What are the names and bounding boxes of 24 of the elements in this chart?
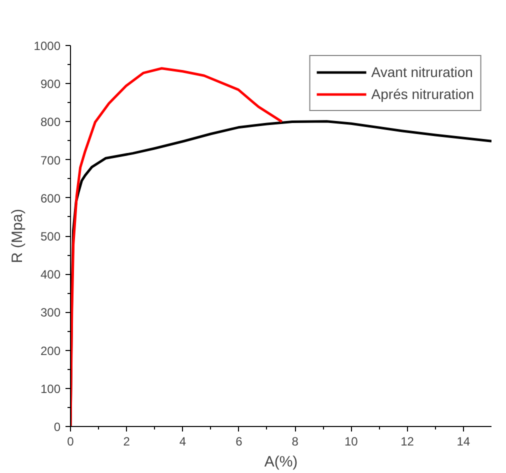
x-tick-label: 12 [400, 434, 414, 448]
x-tick-label: 14 [456, 434, 470, 448]
line-series [70, 67, 284, 426]
y-tick-label: 500 [40, 230, 61, 244]
y-tick-label: 1000 [34, 39, 61, 53]
y-tick-label: 400 [40, 268, 61, 282]
x-tick-label: 0 [67, 434, 74, 448]
y-tick-label: 300 [40, 306, 61, 320]
x-tick-label: 10 [344, 434, 358, 448]
y-tick-label: 900 [40, 77, 61, 92]
y-tick-label: 800 [40, 115, 61, 130]
y-tick-label: 600 [40, 191, 61, 206]
x-tick-label: 4 [179, 434, 186, 448]
y-tick-label: 100 [40, 382, 61, 396]
legend-label: Avant nitruration [371, 64, 473, 80]
x-tick-label: 6 [236, 434, 243, 448]
legend-label: Aprés nitruration [371, 86, 474, 102]
y-axis-title: R (Mpa) [8, 208, 26, 264]
x-tick-label: 2 [123, 434, 130, 448]
y-tick-label: 0 [54, 420, 61, 434]
x-tick-label: 8 [292, 434, 299, 448]
y-tick-label: 700 [40, 153, 61, 168]
x-axis-title: A(%) [264, 454, 298, 470]
y-tick-label: 200 [40, 344, 61, 358]
